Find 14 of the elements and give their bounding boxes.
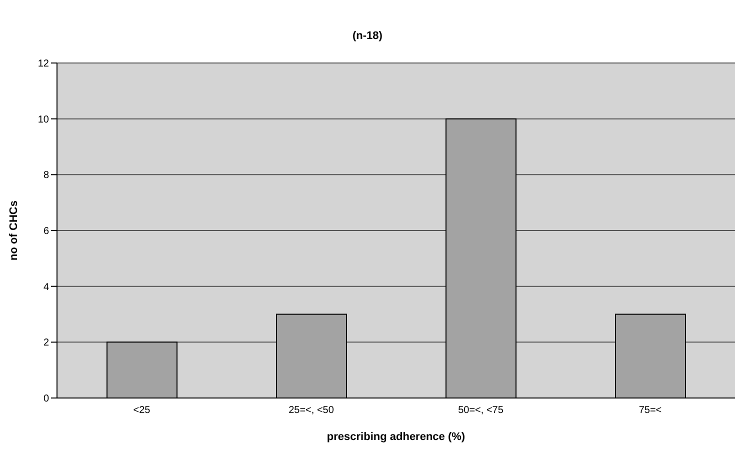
y-tick-label: 8 — [43, 170, 50, 182]
chart-title: (n-18) — [352, 30, 384, 42]
x-tick-label: <25 — [133, 405, 151, 416]
y-tick-label: 6 — [43, 226, 50, 238]
y-tick-label: 0 — [43, 394, 50, 405]
y-tick-label: 12 — [38, 58, 50, 70]
y-tick-label: 10 — [38, 114, 50, 126]
y-tick-label: 2 — [43, 338, 50, 349]
x-tick-label: 50=<, <75 — [458, 405, 504, 416]
x-tick-label: 25=<, <50 — [288, 405, 334, 416]
x-axis-title: prescribing adherence (%) — [326, 431, 466, 443]
x-tick-label: 75=< — [638, 405, 662, 416]
y-tick-label: 4 — [43, 282, 50, 293]
y-axis-title: no of CHCs — [8, 200, 20, 260]
